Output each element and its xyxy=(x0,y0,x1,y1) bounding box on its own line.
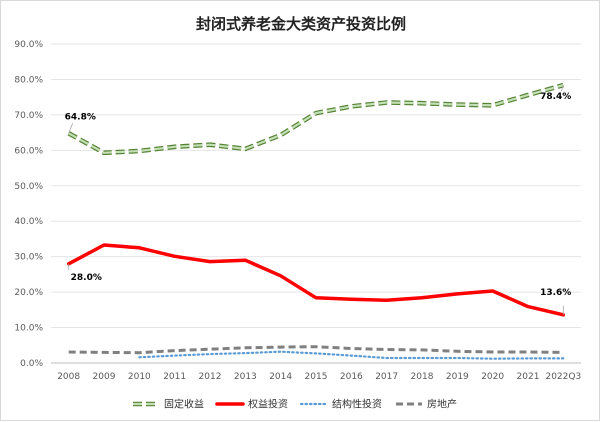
x-tick-label: 2016 xyxy=(340,372,363,382)
data-labels: 64.8% 78.4% 28.0% 13.6% xyxy=(65,84,571,315)
x-tick-label: 2020 xyxy=(481,372,504,382)
x-tick-label: 2014 xyxy=(269,372,292,382)
leader-line xyxy=(68,123,74,134)
y-tick-label: 80.0% xyxy=(14,75,43,85)
y-tick-label: 30.0% xyxy=(14,253,43,263)
leader-line xyxy=(560,84,564,92)
data-label: 13.6% xyxy=(540,288,571,298)
series-3 xyxy=(68,345,564,355)
legend-entry-1: 权益投资 xyxy=(215,398,288,411)
x-tick-label: 2015 xyxy=(305,372,328,382)
series-line xyxy=(68,345,564,355)
grid xyxy=(51,43,581,364)
x-tick-label: 2009 xyxy=(93,372,116,382)
chart-title: 封闭式养老金大类资产投资比例 xyxy=(195,15,406,33)
data-label: 64.8% xyxy=(65,112,96,122)
axes: 0.0% 10.0% 20.0% 30.0% 40.0% 50.0% 60.0% 70.0% 8… xyxy=(14,40,581,382)
series-1 xyxy=(66,243,566,317)
x-tick-label: 2010 xyxy=(128,372,151,382)
legend-label: 房地产 xyxy=(427,398,457,411)
legend-entry-3: 房地产 xyxy=(396,398,457,411)
series-line-outline xyxy=(67,82,564,156)
x-tick-label: 2012 xyxy=(199,372,222,382)
series-2 xyxy=(138,350,565,360)
y-tick-label: 10.0% xyxy=(14,324,43,334)
x-tick-label: 2021 xyxy=(517,372,540,382)
data-label: 78.4% xyxy=(540,92,571,102)
x-tick-label: 2011 xyxy=(163,372,186,382)
y-tick-label: 40.0% xyxy=(14,217,43,227)
y-tick-label: 50.0% xyxy=(14,182,43,192)
data-label: 28.0% xyxy=(71,273,102,283)
x-tick-label: 2018 xyxy=(411,372,434,382)
legend-label: 权益投资 xyxy=(248,398,288,411)
x-tick-label: 2017 xyxy=(375,372,398,382)
legend-entry-0: 固定收益 xyxy=(133,398,204,411)
legend-entry-2: 结构性投资 xyxy=(299,398,382,411)
x-tick-label: 2013 xyxy=(234,372,257,382)
x-tick-label: 2022Q3 xyxy=(545,372,581,382)
y-tick-label: 0.0% xyxy=(20,359,43,369)
x-tick-label: 2008 xyxy=(57,372,80,382)
series-line xyxy=(66,243,566,317)
legend-label: 固定收益 xyxy=(164,398,204,411)
y-tick-label: 60.0% xyxy=(14,146,43,156)
y-tick-label: 20.0% xyxy=(14,288,43,298)
legend: 固定收益 权益投资 结构性投资 房地产 xyxy=(133,398,457,411)
y-tick-label: 90.0% xyxy=(14,40,43,50)
series-line xyxy=(68,84,564,154)
legend-label: 结构性投资 xyxy=(332,398,382,411)
series-line xyxy=(138,350,565,360)
series xyxy=(66,82,566,360)
y-tick-label: 70.0% xyxy=(14,111,43,121)
series-0 xyxy=(67,82,564,156)
x-tick-label: 2019 xyxy=(446,372,469,382)
